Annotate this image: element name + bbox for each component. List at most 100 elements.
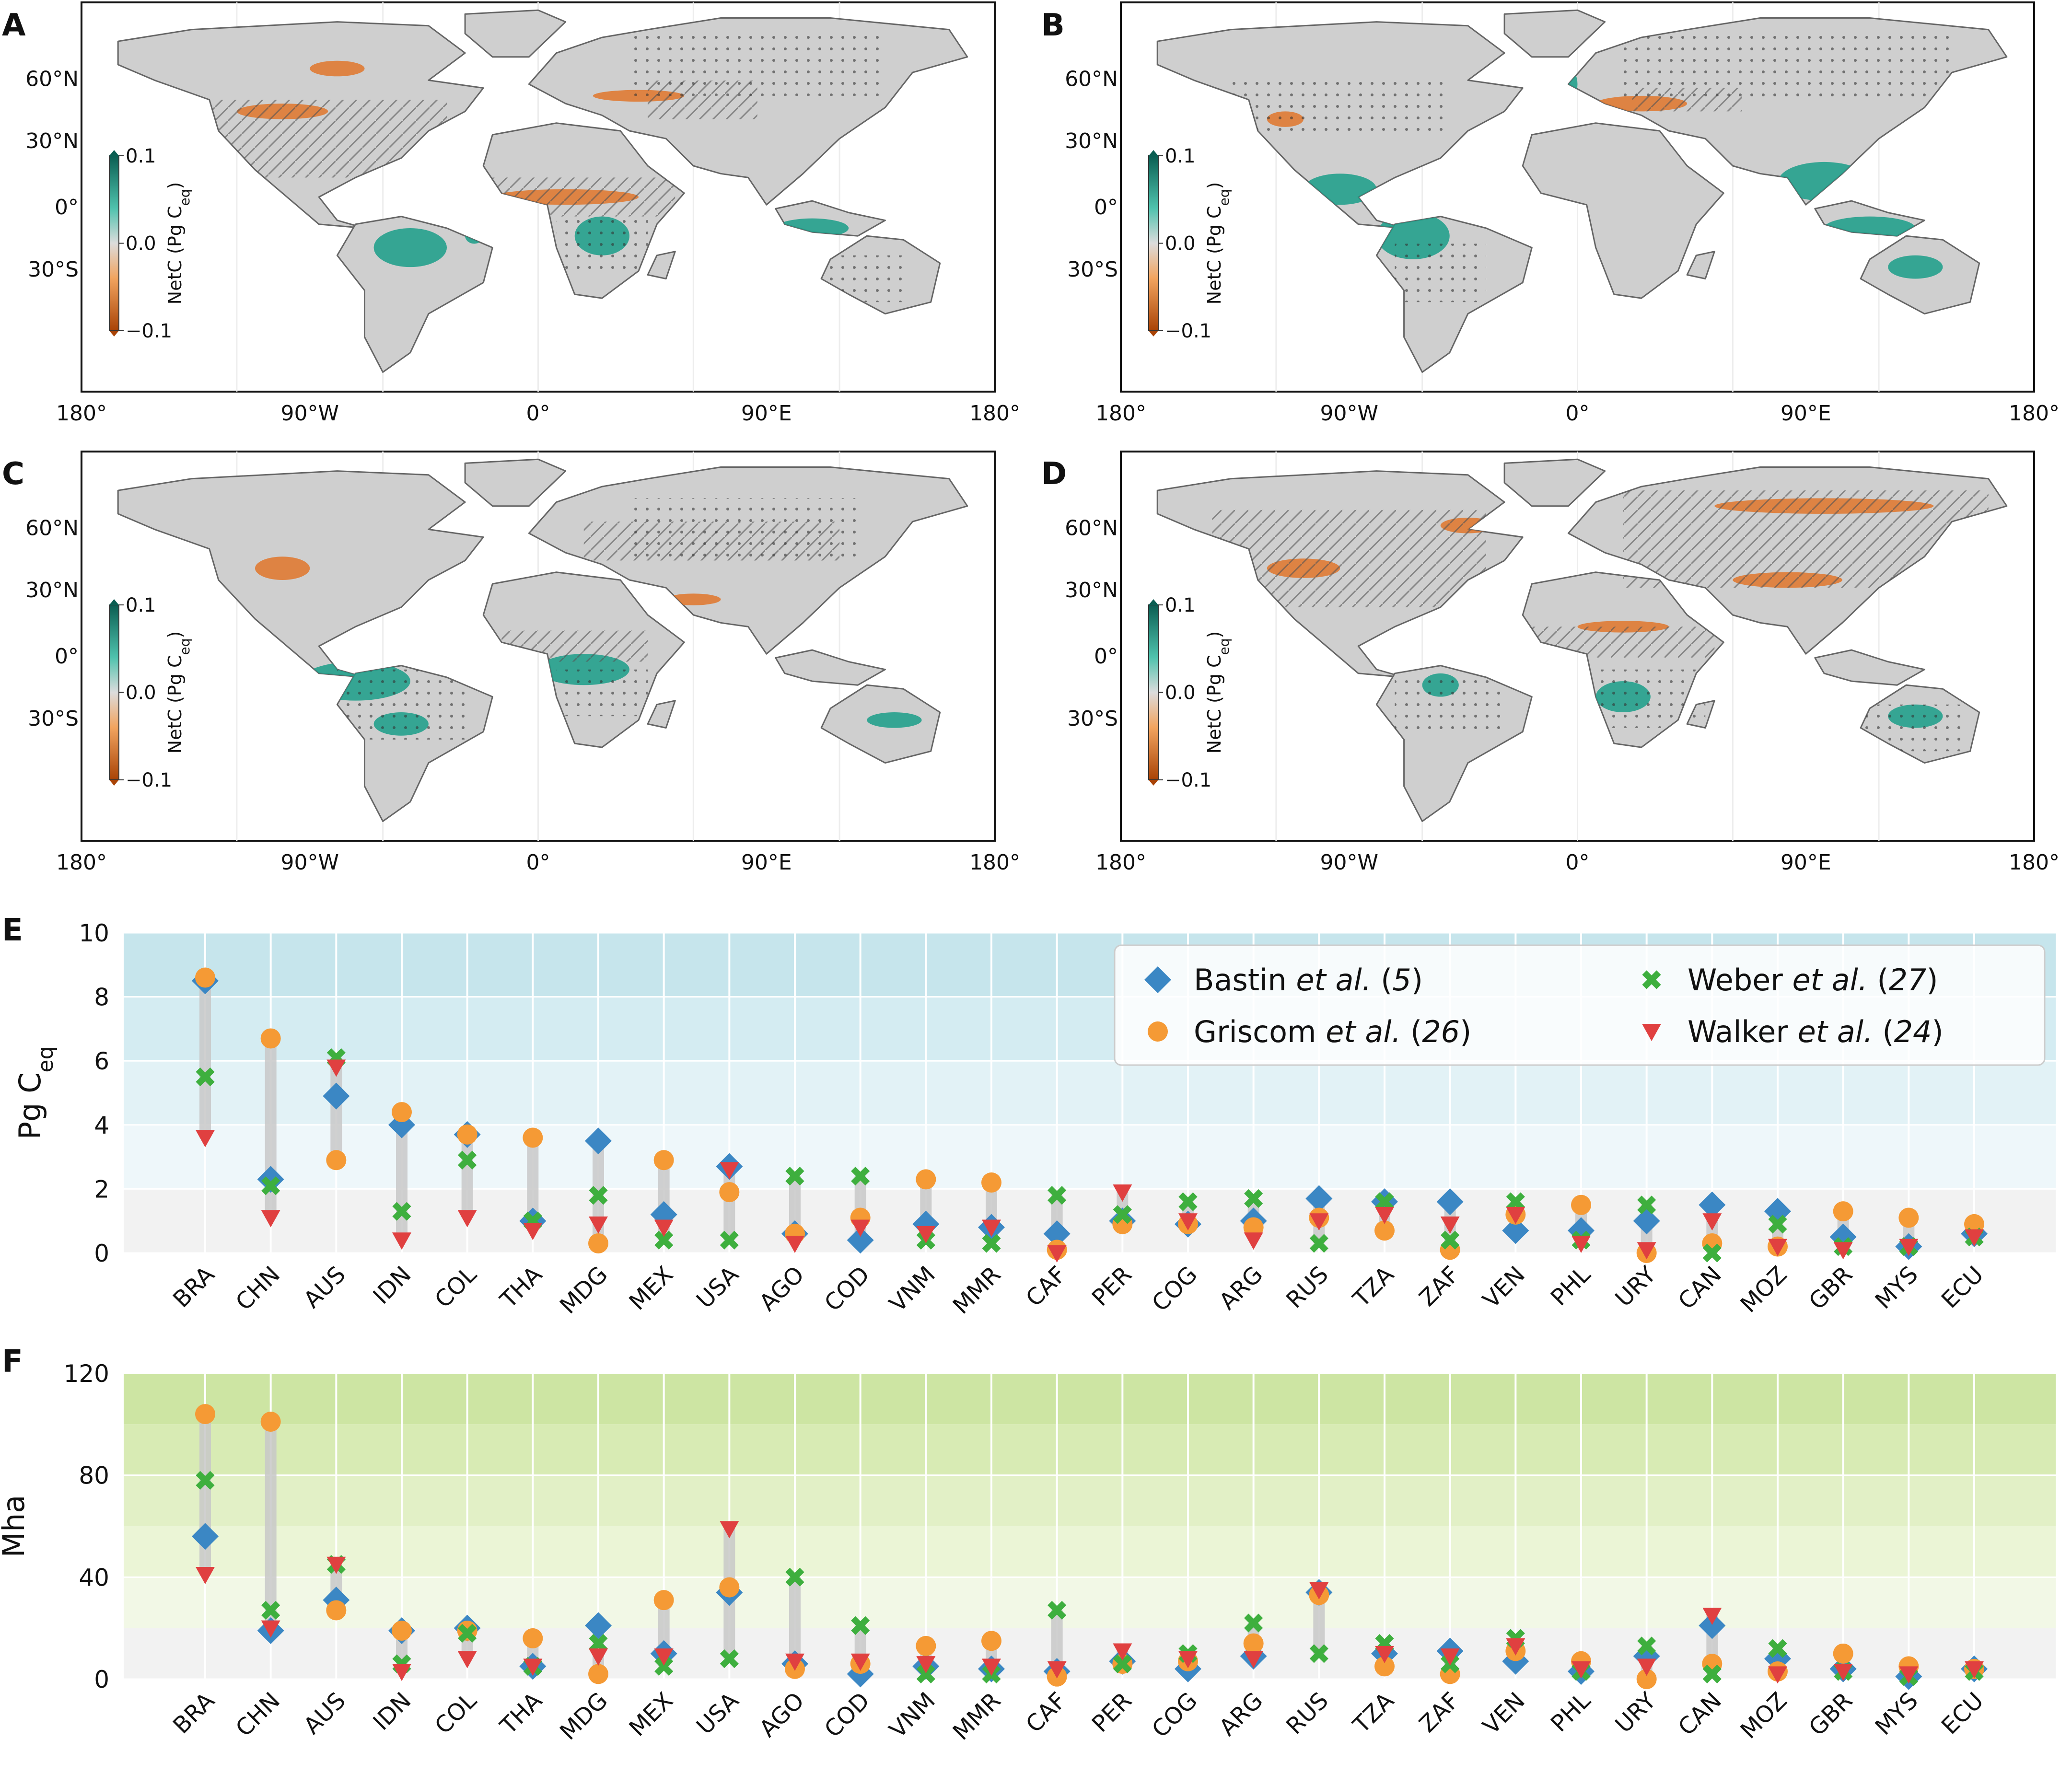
colorbar-tick-label: −0.1	[1165, 769, 1211, 791]
marker-triangle-down	[523, 1223, 543, 1241]
colorbar-label: NetC (Pg Ceq)	[164, 182, 193, 305]
panel-letter-a: A	[2, 8, 26, 43]
marker-diamond	[1043, 1220, 1071, 1247]
continent-southeast-asia	[1814, 649, 1925, 686]
colorbar-tick-label: 0.0	[126, 682, 156, 704]
lon-label: 90°E	[741, 850, 792, 875]
range-bar	[461, 1134, 473, 1218]
y-tick-label: 8	[94, 984, 109, 1011]
marker-triangle-down	[785, 1653, 804, 1671]
category-label: PER	[1087, 1687, 1137, 1738]
marker-circle	[1636, 1669, 1657, 1689]
dotted-region	[1623, 33, 1952, 104]
marker-x	[196, 1067, 215, 1087]
category-label: COL	[430, 1687, 482, 1739]
marker-triangle-down	[1702, 1608, 1722, 1625]
colorbar-extend-top	[109, 599, 119, 605]
y-axis-label: Mha	[0, 1495, 31, 1558]
marker-x	[785, 1567, 804, 1587]
marker-diamond	[1502, 1217, 1529, 1244]
continent-greenland	[1503, 458, 1606, 507]
range-bar	[265, 1422, 277, 1631]
legend-entry-bastin: Bastin et al. (5)	[1144, 962, 1423, 997]
category-label: URY	[1610, 1687, 1662, 1738]
y-tick-label: 0	[94, 1240, 109, 1267]
marker-triangle-down	[916, 1226, 936, 1243]
marker-triangle-down	[1047, 1245, 1067, 1263]
y-tick-label: 10	[79, 919, 109, 947]
marker-triangle-down	[589, 1648, 608, 1666]
lon-label: 0°	[526, 401, 550, 426]
marker-triangle-down	[1768, 1666, 1787, 1684]
background-band	[124, 1628, 2056, 1679]
marker-triangle-down	[720, 1521, 739, 1539]
category-label: AGO	[754, 1261, 809, 1316]
marker-x	[589, 1186, 608, 1205]
marker-triangle-down	[392, 1664, 411, 1681]
marker-diamond	[1436, 1188, 1464, 1216]
continent-madagascar	[1686, 251, 1715, 279]
marker-x	[458, 1150, 477, 1170]
lon-label: 90°E	[1781, 850, 1831, 875]
colorbar-label: NetC (Pg Ceq)	[164, 631, 193, 754]
category-label: RUS	[1281, 1261, 1334, 1314]
dotted-region	[1395, 243, 1486, 302]
marker-x	[392, 1202, 411, 1221]
category-label: COG	[1147, 1687, 1202, 1743]
marker-triangle-down	[1899, 1666, 1919, 1684]
category-label: MOZ	[1735, 1261, 1793, 1318]
marker-triangle-down	[1309, 1582, 1329, 1600]
marker-circle	[326, 1600, 347, 1621]
colorbar	[109, 155, 119, 331]
category-label: AUS	[299, 1687, 351, 1739]
lat-label: 30°S	[1067, 257, 1118, 282]
lon-label: 180°	[2009, 401, 2060, 426]
marker-triangle-down	[326, 1556, 346, 1574]
y-tick-label: 6	[94, 1047, 109, 1075]
marker-x	[1768, 1215, 1787, 1234]
colorbar-extend-bottom	[109, 331, 119, 336]
marker-triangle-down	[1768, 1239, 1787, 1256]
marker-diamond	[1144, 966, 1171, 993]
category-label: VEN	[1478, 1687, 1530, 1740]
marker-triangle-down	[196, 1130, 215, 1148]
marker-circle	[1571, 1194, 1591, 1215]
marker-x	[654, 1657, 674, 1676]
marker-triangle-down	[1702, 1213, 1722, 1231]
background-band	[124, 1061, 2056, 1125]
series-weber	[196, 1048, 1984, 1263]
panel-letter-e: E	[2, 913, 23, 948]
marker-triangle-down	[1113, 1643, 1132, 1661]
category-label: GBR	[1804, 1687, 1858, 1741]
category-label: CHN	[231, 1687, 285, 1742]
marker-circle	[392, 1102, 412, 1123]
lon-label: 90°E	[1781, 401, 1831, 426]
marker-x	[1048, 1600, 1067, 1620]
lon-label: 90°E	[741, 401, 792, 426]
marker-circle	[981, 1172, 1001, 1193]
marker-triangle-down	[1833, 1664, 1853, 1681]
marker-circle	[326, 1150, 347, 1171]
marker-x	[1309, 1234, 1328, 1253]
marker-triangle-down	[1309, 1213, 1329, 1231]
category-label: PHL	[1546, 1261, 1596, 1311]
category-label: AUS	[299, 1261, 351, 1313]
marker-circle	[653, 1590, 674, 1611]
marker-x	[196, 1471, 215, 1490]
marker-x	[654, 1230, 674, 1250]
background-band	[124, 1125, 2056, 1189]
y-tick-label: 2	[94, 1175, 109, 1203]
category-label: TZA	[1348, 1687, 1399, 1739]
lon-label: 0°	[526, 850, 550, 875]
continent-south-america	[336, 216, 493, 373]
category-label: MDG	[555, 1261, 613, 1319]
marker-diamond	[1633, 1207, 1660, 1235]
category-label: COG	[1147, 1261, 1202, 1317]
marker-triangle-down	[720, 1162, 739, 1180]
marker-circle	[260, 1028, 281, 1049]
colorbar-extend-bottom	[109, 780, 119, 786]
marker-x	[1244, 1613, 1263, 1633]
dotted-region	[337, 669, 466, 740]
marker-circle	[523, 1127, 543, 1148]
category-label: MYS	[1870, 1687, 1923, 1740]
